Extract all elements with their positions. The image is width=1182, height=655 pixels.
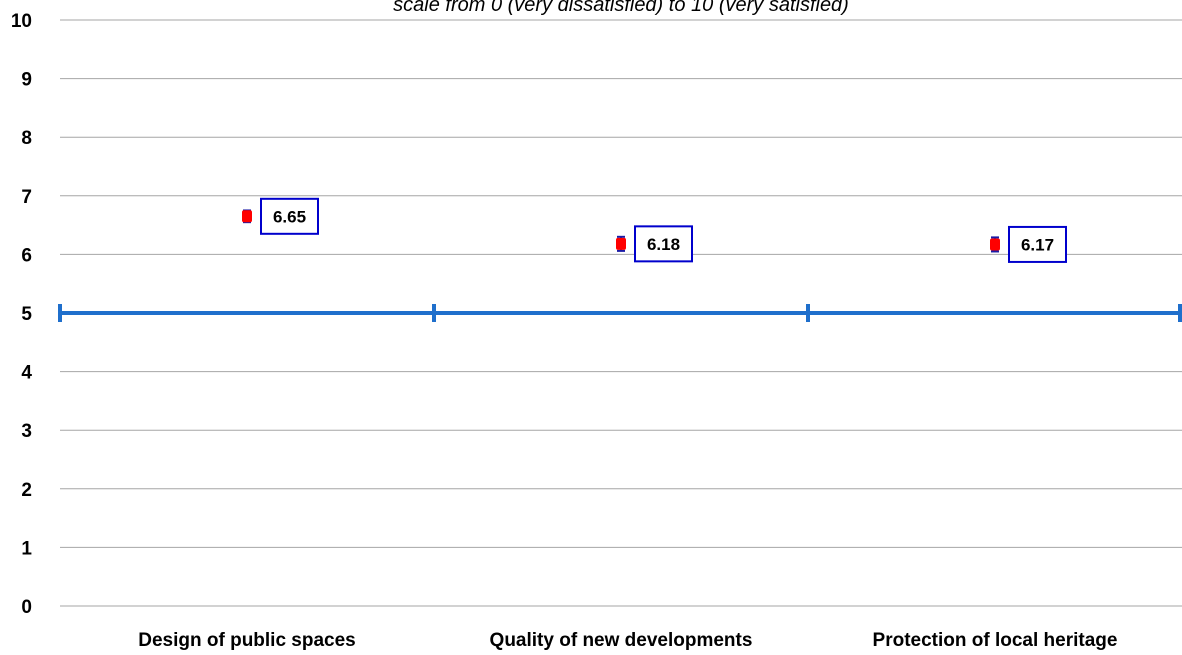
x-tick-label: Design of public spaces (138, 630, 356, 651)
y-tick-label-10: 10 (11, 11, 32, 32)
y-tick-label-3: 3 (21, 421, 32, 442)
data-points: 6.65 6.18 6.17 (242, 197, 1067, 263)
x-tick-label: Protection of local heritage (873, 630, 1118, 651)
y-tick-label-8: 8 (21, 128, 32, 149)
chart-subtitle: scale from 0 (very dissatisfied) to 10 (… (393, 0, 849, 16)
y-tick-label-5: 5 (21, 304, 32, 325)
y-tick-label-1: 1 (21, 538, 32, 559)
y-tick-label-4: 4 (21, 363, 32, 384)
x-axis: Design of public spaces Quality of new de… (138, 630, 1117, 651)
data-point (242, 210, 252, 223)
data-point (990, 238, 1000, 251)
reference-line-group (58, 304, 1182, 322)
y-tick-label-9: 9 (21, 70, 32, 91)
y-axis: 0 1 2 3 4 5 6 7 8 9 10 (11, 11, 33, 618)
y-tick-label-2: 2 (21, 480, 32, 501)
data-label-box (1008, 225, 1067, 263)
data-label-box (634, 225, 693, 263)
gridlines (60, 19, 1182, 607)
data-label: 6.17 (1021, 235, 1054, 254)
data-label-box (260, 197, 319, 235)
y-tick-label-6: 6 (21, 245, 32, 266)
data-label: 6.65 (273, 207, 306, 226)
data-point (616, 237, 626, 250)
y-tick-label-7: 7 (21, 187, 32, 208)
data-label: 6.18 (647, 235, 680, 254)
x-tick-label: Quality of new developments (490, 630, 753, 651)
y-tick-label-0: 0 (21, 597, 32, 618)
